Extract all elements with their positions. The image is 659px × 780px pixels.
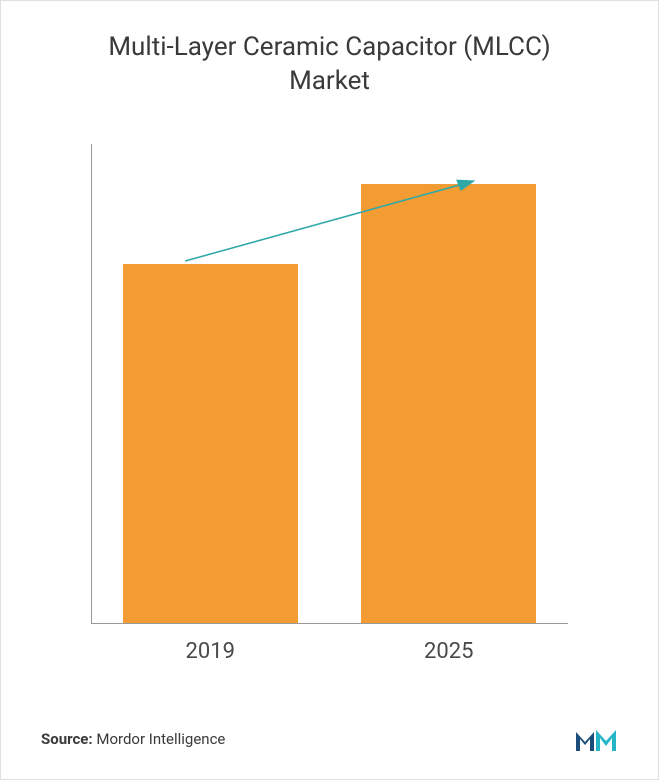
x-labels: 2019 2025	[91, 639, 568, 664]
source-value: Mordor Intelligence	[96, 730, 225, 748]
source-label: Source:	[41, 730, 93, 748]
footer: Source: Mordor Intelligence	[41, 724, 618, 754]
chart-area: 2019 2025	[41, 144, 618, 624]
bar-2025	[361, 184, 536, 624]
x-label-0: 2019	[123, 639, 298, 664]
mordor-logo-icon	[573, 724, 618, 754]
x-axis	[91, 623, 568, 624]
source-citation: Source: Mordor Intelligence	[41, 730, 225, 748]
x-label-1: 2025	[361, 639, 536, 664]
bars-container	[91, 144, 568, 624]
chart-title: Multi-Layer Ceramic Capacitor (MLCC) Mar…	[41, 31, 618, 99]
bar-2019	[123, 264, 298, 624]
